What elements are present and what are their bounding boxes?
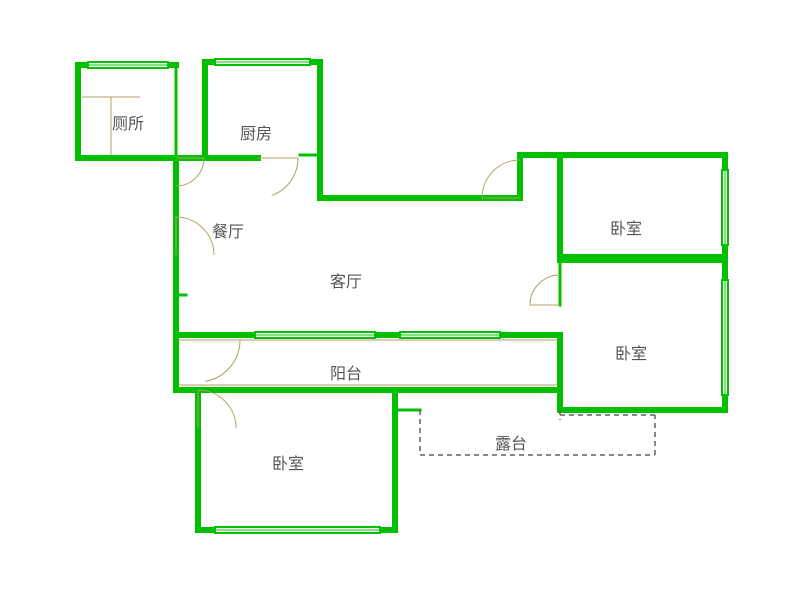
window [215, 527, 380, 533]
window [400, 332, 500, 338]
room-label-balcony: 阳台 [330, 360, 362, 384]
room-label-kitchen: 厨房 [240, 120, 272, 144]
window [722, 170, 728, 245]
floorplan-svg [0, 0, 800, 590]
room-label-bedroom_sw: 卧室 [272, 450, 304, 474]
room-label-bedroom_e: 卧室 [615, 340, 647, 364]
room-label-dining: 餐厅 [212, 218, 244, 242]
room-label-toilet: 厕所 [112, 110, 144, 134]
window [722, 280, 728, 395]
window [88, 62, 168, 68]
room-label-bedroom_ne: 卧室 [610, 215, 642, 239]
room-label-living: 客厅 [330, 268, 362, 292]
room-label-terrace: 露台 [495, 430, 527, 454]
window [255, 332, 375, 338]
window [215, 59, 310, 65]
